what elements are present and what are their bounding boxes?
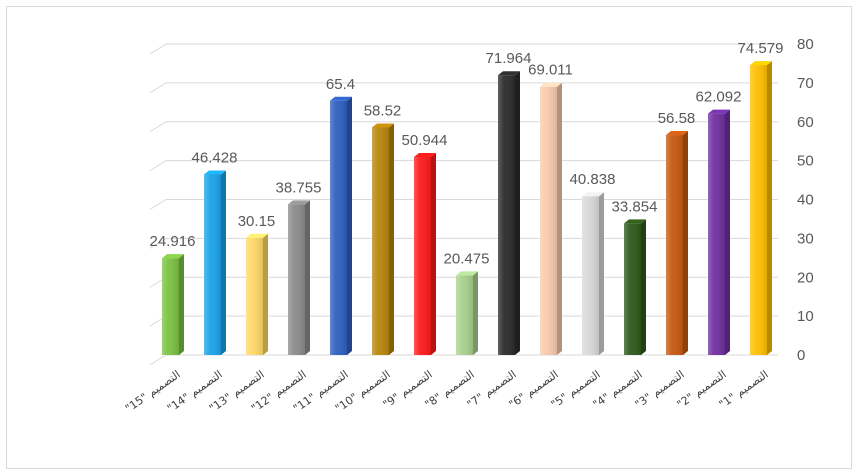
- bar-top: [498, 71, 520, 76]
- bar: [246, 233, 268, 355]
- bar-top: [246, 233, 268, 238]
- bar-side: [641, 219, 646, 355]
- bar-top: [330, 96, 352, 101]
- gridline-diagonal: [149, 82, 167, 94]
- data-label: 33.854: [612, 198, 658, 215]
- data-label: 24.916: [150, 233, 196, 250]
- bar: [708, 109, 730, 356]
- bar: [624, 219, 646, 355]
- bar-top: [372, 123, 394, 128]
- bar-highlight: [582, 196, 599, 355]
- y-tick-label: 40: [797, 192, 814, 209]
- bar-highlight: [162, 258, 179, 355]
- bar: [456, 271, 478, 355]
- bar-top: [540, 82, 562, 87]
- data-label: 74.579: [738, 40, 784, 57]
- bar-highlight: [414, 156, 431, 355]
- bar: [666, 131, 688, 355]
- bar-highlight: [708, 113, 725, 356]
- data-label: 65.4: [326, 76, 355, 93]
- bar-top: [204, 170, 226, 175]
- bar-side: [557, 82, 562, 356]
- bar-top: [708, 109, 730, 114]
- bar-highlight: [372, 127, 389, 355]
- bar-side: [179, 254, 184, 355]
- bar-highlight: [750, 65, 767, 356]
- gridline-diagonal: [149, 354, 167, 366]
- y-tick-label: 70: [797, 75, 814, 92]
- bar-top: [288, 200, 310, 205]
- bar-side: [599, 192, 604, 355]
- y-tick-label: 60: [797, 114, 814, 131]
- bar-highlight: [204, 174, 221, 355]
- bar-side: [347, 96, 352, 355]
- bar-highlight: [540, 86, 557, 356]
- data-label: 50.944: [402, 132, 448, 149]
- bar: [750, 61, 772, 356]
- data-label: 56.58: [658, 110, 696, 127]
- y-tick-label: 20: [797, 269, 814, 286]
- bar-top: [750, 61, 772, 66]
- gridline-diagonal: [149, 43, 167, 55]
- bar-highlight: [498, 75, 515, 355]
- gridline-diagonal: [149, 121, 167, 133]
- bar-side: [683, 131, 688, 355]
- y-tick-label: 10: [797, 308, 814, 325]
- bars: [162, 61, 772, 356]
- data-label: 58.52: [364, 103, 402, 120]
- bar: [498, 71, 520, 355]
- bar-side: [515, 71, 520, 355]
- bar-highlight: [288, 204, 305, 355]
- data-label: 20.475: [444, 250, 490, 267]
- bar-highlight: [456, 275, 473, 355]
- bar: [582, 192, 604, 355]
- bar: [330, 96, 352, 355]
- bar-top: [666, 131, 688, 136]
- data-label: 69.011: [528, 62, 573, 79]
- bar-top: [624, 219, 646, 224]
- bar-side: [389, 123, 394, 355]
- bar: [162, 254, 184, 355]
- bar: [414, 152, 436, 355]
- y-tick-label: 0: [797, 347, 805, 364]
- bar-side: [725, 109, 730, 356]
- bar-highlight: [330, 100, 347, 355]
- category-labels: "15" التصميم"14" التصميم"13" التصميم"12"…: [123, 368, 771, 415]
- data-label: 71.964: [486, 50, 532, 67]
- bar: [372, 123, 394, 355]
- data-label: 38.755: [276, 179, 322, 196]
- bar-top: [582, 192, 604, 197]
- bar-top: [414, 152, 436, 157]
- bar: [288, 200, 310, 355]
- data-label: 40.838: [570, 171, 616, 188]
- bar: [204, 170, 226, 355]
- y-tick-label: 80: [797, 36, 814, 53]
- bar-side: [263, 233, 268, 355]
- y-tick-label: 30: [797, 230, 814, 247]
- gridline-diagonal: [149, 199, 167, 210]
- bar: [540, 82, 562, 356]
- bar-highlight: [624, 223, 641, 355]
- bar-side: [431, 152, 436, 355]
- y-axis-ticks: 0 10 20 30 40 50 60 70 80: [797, 36, 814, 364]
- bar-side: [221, 170, 226, 355]
- data-label: 62.092: [696, 89, 742, 106]
- data-label: 30.15: [238, 213, 276, 230]
- bar-side: [767, 61, 772, 356]
- data-label: 46.428: [192, 150, 238, 167]
- bar-side: [305, 200, 310, 355]
- bar-highlight: [246, 237, 263, 355]
- bar-top: [162, 254, 184, 259]
- bar-top: [456, 271, 478, 276]
- bar-side: [473, 271, 478, 355]
- gridline-diagonal: [149, 237, 167, 249]
- gridline-diagonal: [149, 160, 167, 172]
- y-tick-label: 50: [797, 153, 814, 170]
- bar-highlight: [666, 135, 683, 355]
